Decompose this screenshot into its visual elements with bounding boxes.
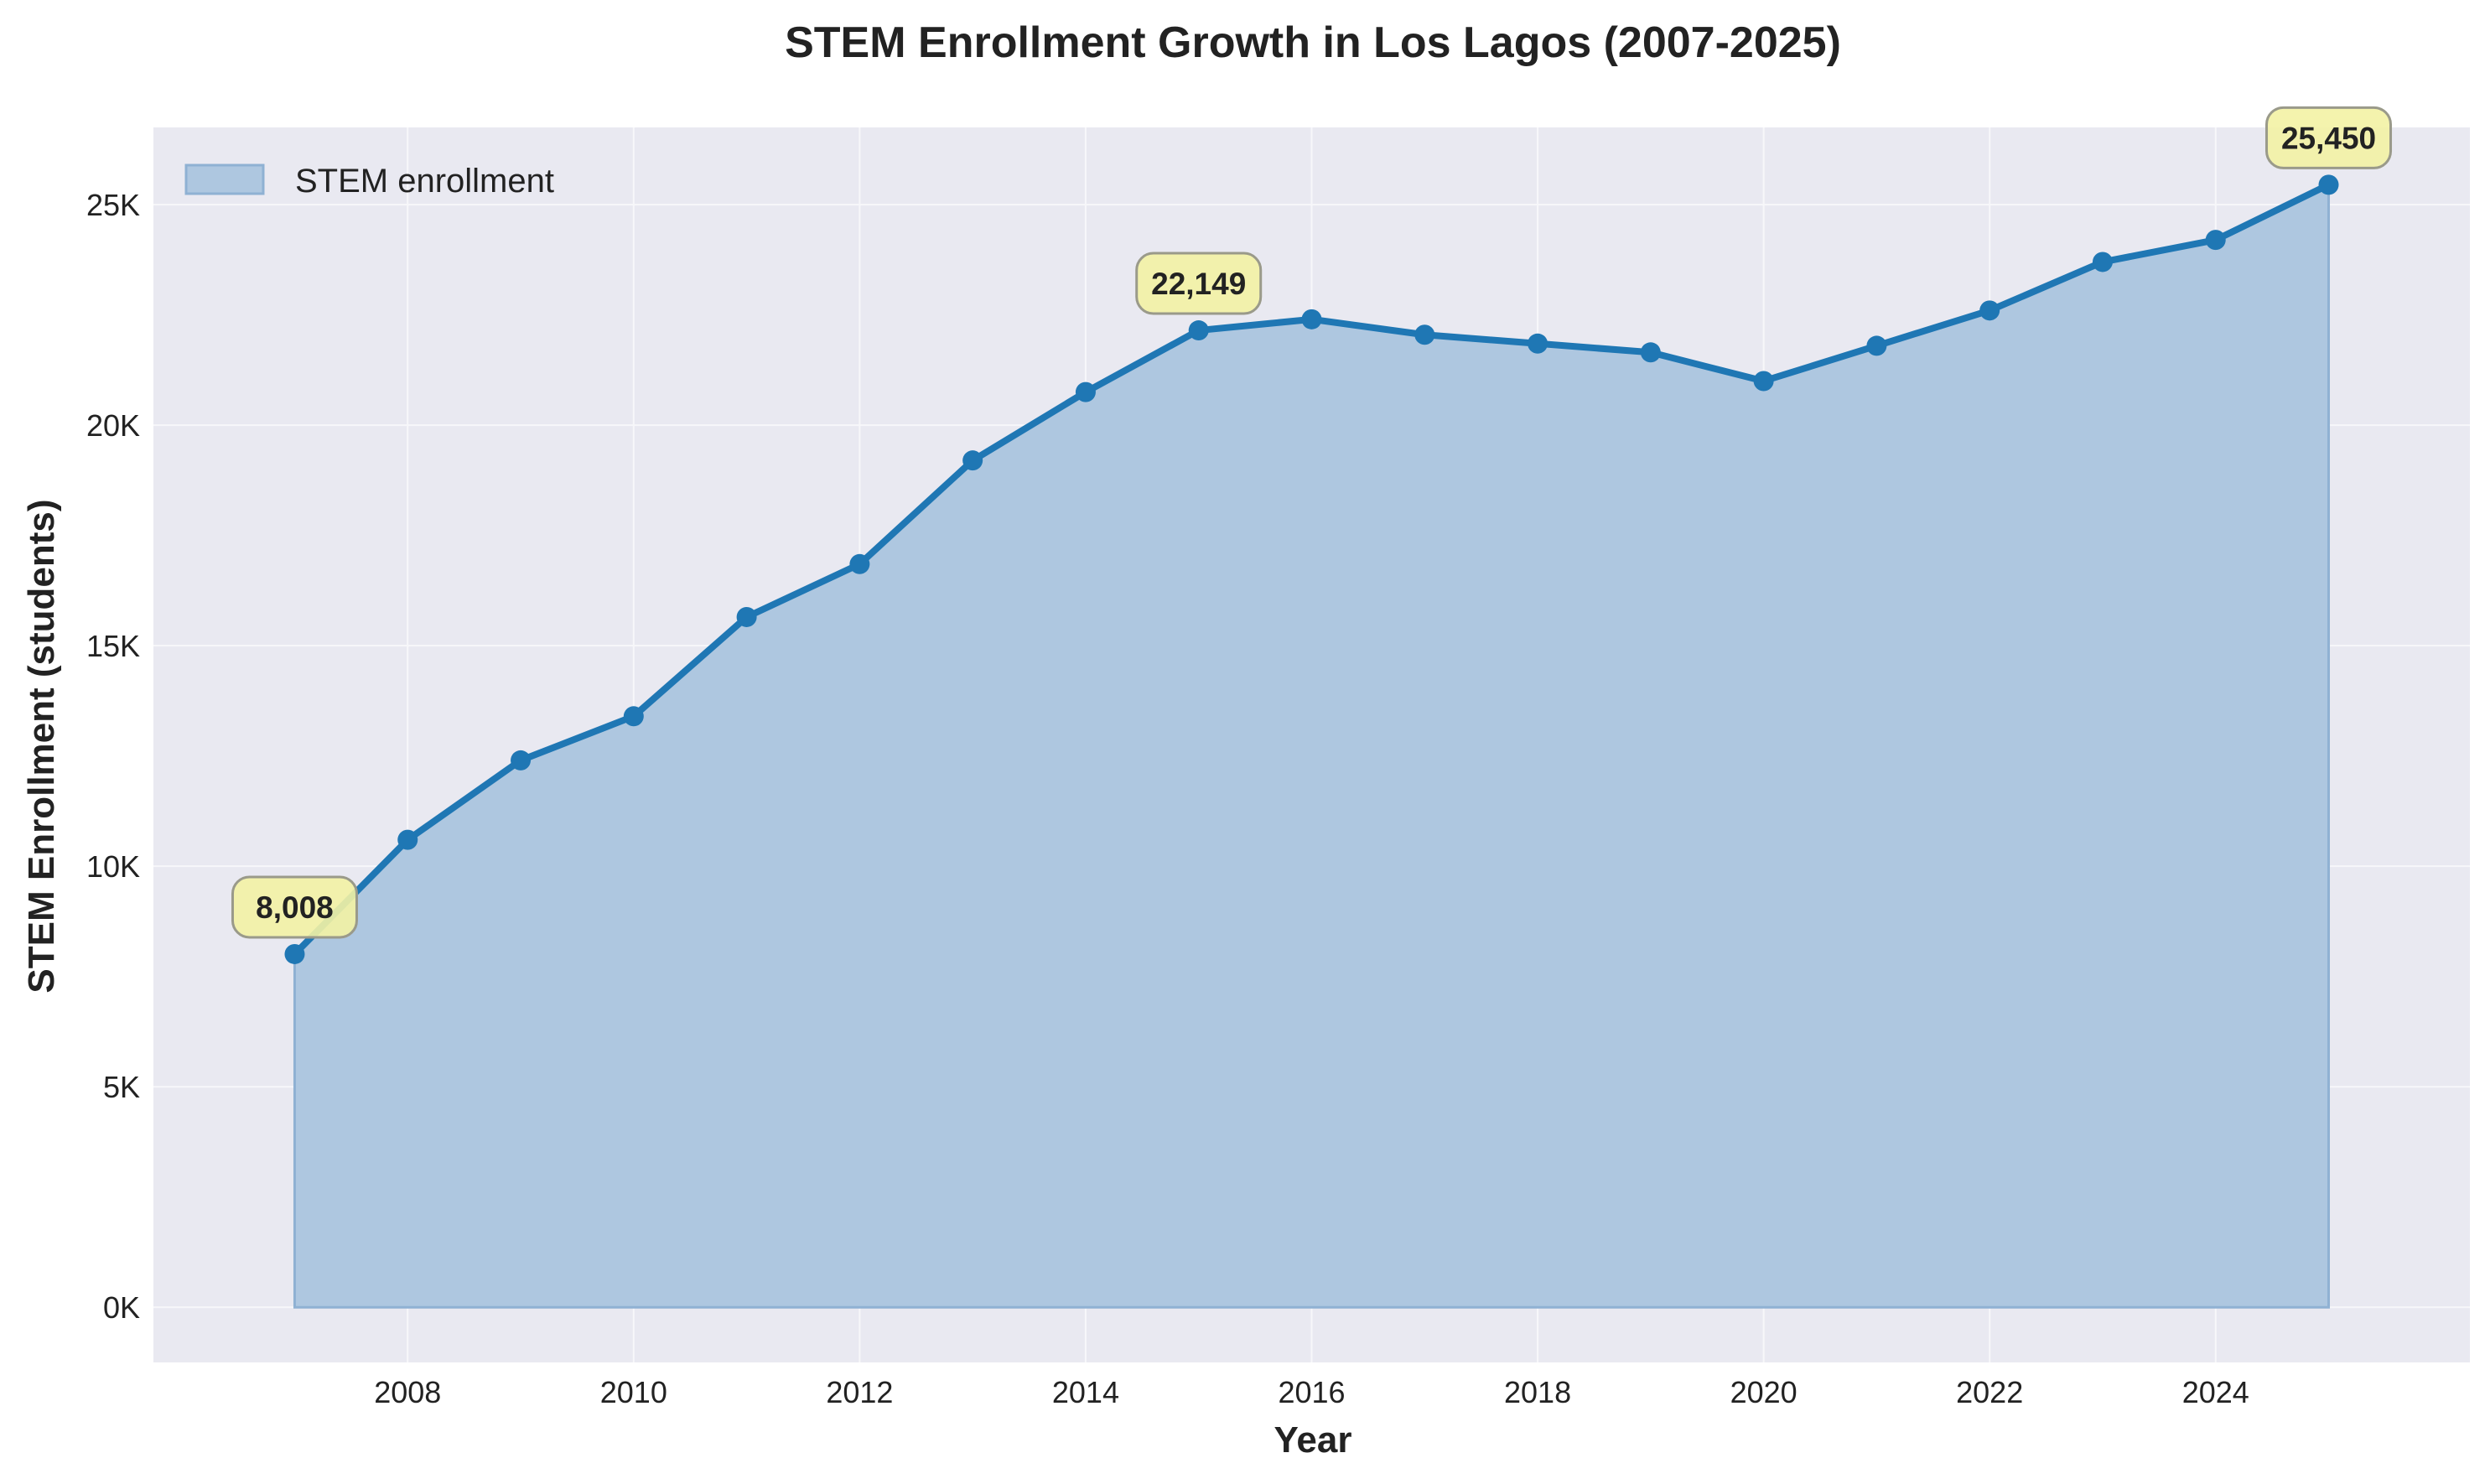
y-tick-label: 5K — [103, 1070, 140, 1104]
legend: STEM enrollment — [184, 163, 554, 200]
data-point-2014 — [1075, 381, 1096, 402]
data-point-2021 — [1866, 335, 1887, 356]
y-tick-label: 0K — [103, 1290, 140, 1325]
data-point-2015 — [1188, 320, 1209, 341]
legend-label: STEM enrollment — [295, 163, 554, 200]
annotation-2025: 25,450 — [2265, 106, 2393, 169]
x-tick-label: 2018 — [1504, 1375, 1571, 1409]
legend-swatch — [184, 163, 265, 195]
data-point-2020 — [1753, 371, 1774, 392]
data-point-2024 — [2205, 230, 2226, 251]
data-point-2010 — [623, 706, 644, 727]
y-tick-label: 10K — [86, 849, 140, 884]
x-tick-label: 2020 — [1730, 1375, 1797, 1409]
annotation-label: 8,008 — [256, 890, 334, 925]
x-tick-label: 2012 — [826, 1375, 893, 1409]
y-tick-label: 25K — [86, 188, 140, 222]
data-point-2018 — [1528, 333, 1548, 354]
data-point-2013 — [962, 450, 983, 471]
data-point-2017 — [1414, 324, 1435, 345]
annotation-2007: 8,008 — [231, 875, 358, 939]
annotation-label: 25,450 — [2281, 121, 2376, 155]
x-tick-label: 2008 — [374, 1375, 441, 1409]
data-point-2023 — [2092, 252, 2113, 272]
data-point-2009 — [511, 750, 532, 771]
data-points — [284, 174, 2339, 964]
y-tick-label: 20K — [86, 408, 140, 443]
data-point-2025 — [2318, 174, 2339, 195]
x-tick-label: 2014 — [1052, 1375, 1119, 1409]
annotation-box — [1135, 252, 1263, 315]
x-tick-label: 2024 — [2182, 1375, 2249, 1409]
x-tick-label: 2022 — [1956, 1375, 2023, 1409]
data-point-2016 — [1301, 309, 1322, 329]
data-point-2022 — [1979, 300, 2000, 321]
x-axis-label: Year — [1274, 1419, 1352, 1461]
chart-title: STEM Enrollment Growth in Los Lagos (200… — [785, 18, 1841, 67]
data-point-2011 — [736, 606, 757, 627]
annotation-2015: 22,149 — [1135, 252, 1263, 315]
annotation-box — [231, 875, 358, 939]
x-tick-label: 2010 — [600, 1375, 667, 1409]
data-point-2007 — [284, 943, 305, 964]
y-axis-ticks: 0K 5K 10K 15K 20K 25K — [86, 188, 140, 1325]
x-axis-ticks: 2008 2010 2012 2014 2016 2018 2020 2022 2024 — [374, 1375, 2249, 1409]
x-tick-label: 2016 — [1278, 1375, 1345, 1409]
annotation-box — [2265, 106, 2393, 169]
data-point-2019 — [1640, 342, 1661, 363]
y-tick-label: 15K — [86, 629, 140, 663]
data-point-2012 — [849, 553, 870, 574]
annotations: 8,008 22,149 25,450 — [231, 106, 2393, 939]
data-point-2008 — [397, 829, 418, 850]
y-axis-label: STEM Enrollment (students) — [21, 499, 62, 993]
annotation-label: 22,149 — [1151, 267, 1246, 301]
